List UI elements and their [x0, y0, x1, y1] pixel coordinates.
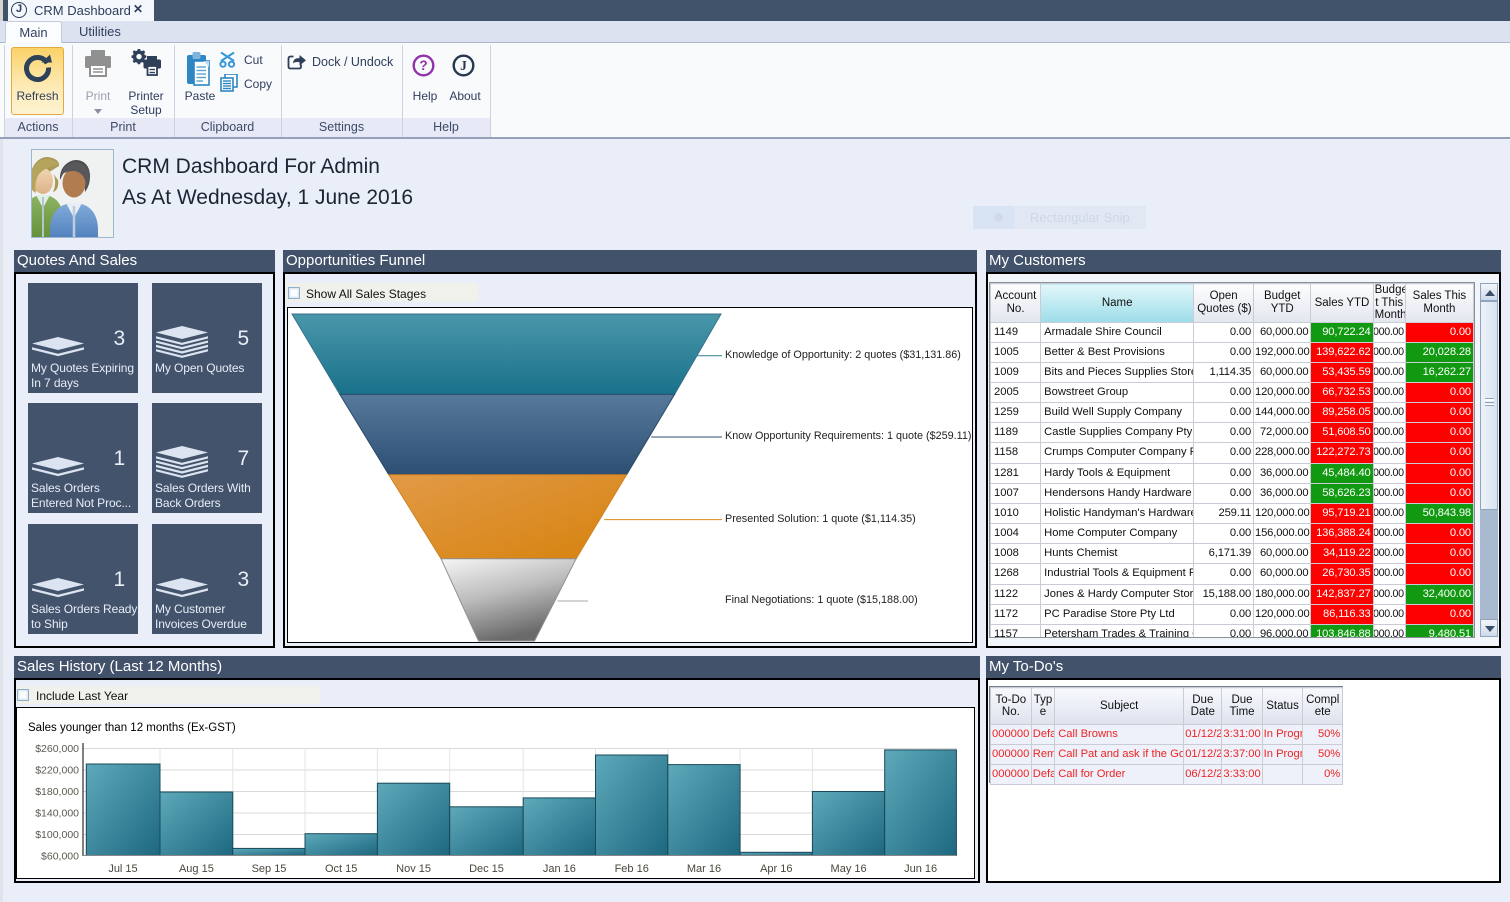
- svg-text:Sales younger than 12 months (: Sales younger than 12 months (Ex-GST): [28, 722, 236, 734]
- svg-text:Jan 16: Jan 16: [543, 863, 576, 875]
- svg-text:J: J: [460, 58, 467, 73]
- svg-text:Mar 16: Mar 16: [687, 863, 721, 875]
- svg-text:Aug 15: Aug 15: [179, 863, 214, 875]
- svg-text:$100,000: $100,000: [35, 829, 79, 841]
- svg-text:Jul 15: Jul 15: [108, 863, 137, 875]
- svg-text:$60,000: $60,000: [41, 851, 79, 863]
- svg-text:Oct 15: Oct 15: [325, 863, 357, 875]
- svg-text:$260,000: $260,000: [35, 743, 79, 755]
- svg-text:$180,000: $180,000: [35, 786, 79, 798]
- svg-text:Sep 15: Sep 15: [252, 863, 287, 875]
- svg-text:$140,000: $140,000: [35, 808, 79, 820]
- svg-text:Nov 15: Nov 15: [396, 863, 431, 875]
- svg-text:?: ?: [419, 58, 427, 73]
- svg-text:$220,000: $220,000: [35, 765, 79, 777]
- svg-text:Jun 16: Jun 16: [904, 863, 937, 875]
- svg-text:Apr 16: Apr 16: [760, 863, 792, 875]
- svg-text:May 16: May 16: [831, 863, 867, 875]
- svg-text:Feb 16: Feb 16: [615, 863, 649, 875]
- svg-text:Dec 15: Dec 15: [469, 863, 504, 875]
